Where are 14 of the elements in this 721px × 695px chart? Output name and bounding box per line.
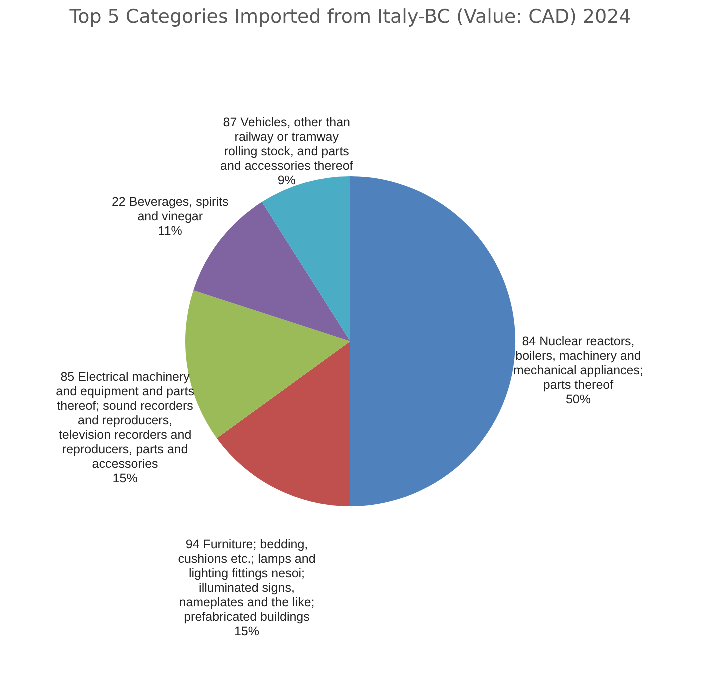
chart-title: Top 5 Categories Imported from Italy-BC (Value: CAD) 2024 [68,6,632,28]
slice-label: 94 Furniture; bedding, cushions etc.; lamps and lighting fittings nesoi; illuminated signs, nameplates and the like; prefabricated buildings [178,538,316,624]
pie-slice [217,342,350,506]
data-label: 15% [112,472,138,486]
data-label: 50% [566,392,592,406]
data-label: 9% [278,174,296,188]
slice-label: 84 Nuclear reactors, boilers, machinery and mechanical appliances; parts thereof [514,334,644,392]
pie-slice [262,176,350,342]
data-label: 11% [158,224,182,238]
pie-slice [350,176,516,506]
slice-label: 87 Vehicles, other than railway or tramway rolling stock, and parts and accessories thereof [220,116,354,174]
slice-label: 22 Beverages, spirits and vinegar [112,194,229,224]
data-label: 15% [234,624,260,639]
slice-label: 85 Electrical machinery and equipment and parts thereof; sound recorders and reproducers, television recorders and reproducers, parts and accessories [56,370,194,472]
